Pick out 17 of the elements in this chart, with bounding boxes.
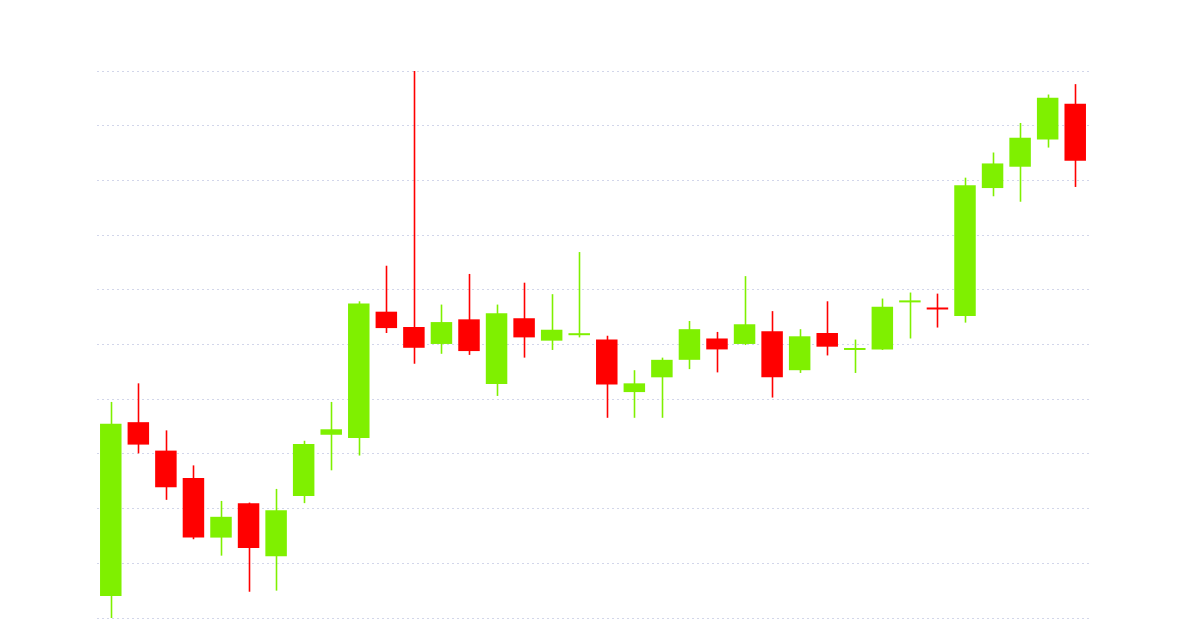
candlestick	[513, 281, 535, 359]
candlestick	[403, 70, 425, 365]
candlestick	[816, 300, 838, 357]
candlestick	[320, 401, 342, 472]
candlestick	[899, 291, 921, 340]
candlestick	[926, 292, 949, 329]
candlestick	[733, 275, 756, 346]
candlestick	[568, 251, 590, 339]
candlestick	[706, 331, 728, 374]
candlestick	[623, 369, 646, 419]
candlestick	[540, 293, 563, 351]
candlestick	[651, 356, 673, 419]
candlestick	[430, 303, 453, 355]
candlestick	[127, 382, 150, 455]
candlestick	[375, 264, 398, 334]
candlestick	[210, 500, 232, 557]
candlestick	[844, 338, 866, 374]
